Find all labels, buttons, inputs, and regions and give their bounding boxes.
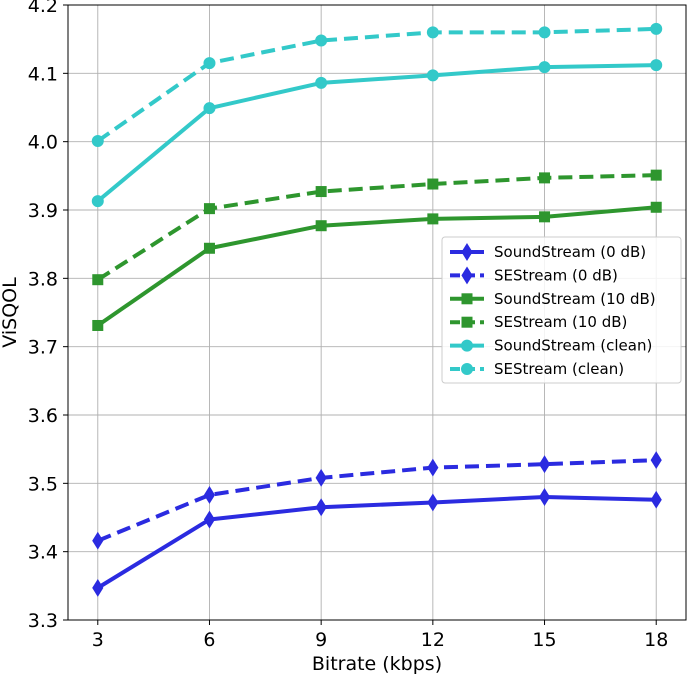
series-0 [92, 488, 662, 597]
legend-item: SEStream (clean) [450, 360, 624, 378]
series-5 [91, 22, 663, 147]
axis-ticks: 3 6 9 12 15 18 3.3 3.4 3.5 3.6 3.7 3.8 3.9 4.0 4.1 4.2 [28, 0, 669, 651]
legend-item: SEStream (10 dB) [450, 313, 627, 331]
series-group [91, 22, 663, 597]
series-line [97, 458, 657, 543]
data-point [203, 510, 216, 529]
y-tick-label: 3.9 [28, 200, 58, 222]
y-tick-label: 4.0 [28, 132, 58, 154]
data-point [203, 102, 216, 115]
data-point [203, 242, 215, 254]
y-tick-label: 3.8 [28, 268, 58, 290]
data-point [539, 211, 551, 223]
legend-marker [461, 293, 473, 305]
x-tick-label: 9 [315, 629, 327, 651]
data-point [650, 201, 662, 213]
data-point [203, 57, 216, 70]
x-tick-label: 12 [421, 629, 445, 651]
legend-marker [461, 339, 473, 352]
data-point [427, 493, 439, 512]
legend-item: SoundStream (10 dB) [450, 290, 656, 308]
y-axis-label: ViSQOL [0, 277, 21, 348]
data-point [539, 172, 551, 184]
legend-box [441, 236, 682, 384]
data-point [91, 134, 104, 147]
plot-frame [67, 4, 687, 621]
legend-marker [461, 266, 473, 285]
data-point [315, 34, 328, 47]
legend-label: SoundStream (0 dB) [494, 243, 646, 261]
series-1 [92, 451, 662, 550]
legend-label: SoundStream (10 dB) [494, 290, 656, 308]
legend: SoundStream (0 dB) SEStream (0 dB) SoundSt… [441, 236, 682, 384]
data-point [650, 169, 662, 181]
y-tick-label: 3.4 [28, 542, 58, 564]
data-point [650, 490, 662, 509]
legend-item: SoundStream (0 dB) [450, 243, 646, 261]
y-tick-label: 3.3 [28, 610, 58, 632]
legend-item: SoundStream (clean) [450, 337, 652, 355]
series-line [96, 63, 657, 203]
legend-marker [461, 243, 473, 261]
series-line [96, 205, 657, 328]
data-point [427, 213, 439, 225]
data-point [426, 69, 439, 82]
series-2 [92, 201, 662, 331]
data-point [315, 76, 328, 89]
y-tick-label: 3.5 [28, 473, 58, 495]
y-tick-label: 3.7 [28, 337, 58, 359]
data-point [315, 468, 327, 487]
series-4 [91, 59, 663, 208]
x-tick-label: 3 [92, 629, 104, 651]
data-point [315, 220, 327, 232]
data-point [427, 178, 439, 190]
data-point [92, 319, 104, 331]
x-tick-label: 6 [203, 629, 215, 651]
data-point [315, 186, 327, 198]
data-point [650, 451, 662, 470]
legend-label: SEStream (0 dB) [494, 266, 618, 284]
series-3 [92, 169, 662, 286]
data-point [203, 203, 215, 215]
legend-label: SEStream (10 dB) [494, 313, 627, 331]
x-tick-label: 15 [532, 629, 556, 651]
data-point [92, 531, 104, 550]
data-point [203, 486, 216, 504]
data-point [427, 458, 439, 477]
data-point [538, 26, 551, 39]
data-point [91, 195, 104, 208]
data-point [538, 61, 551, 74]
data-point [650, 22, 663, 35]
legend-marker [461, 363, 473, 375]
x-axis-label: Bitrate (kbps) [312, 653, 442, 674]
series-line [96, 26, 657, 143]
legend-item: SEStream (0 dB) [450, 266, 618, 284]
data-point [315, 498, 327, 517]
y-tick-label: 4.2 [28, 0, 58, 17]
data-point [538, 455, 551, 474]
data-point [92, 274, 104, 286]
data-point [92, 578, 104, 597]
legend-label: SEStream (clean) [494, 360, 624, 378]
data-point [538, 488, 551, 506]
series-line [96, 173, 657, 282]
legend-label: SoundStream (clean) [494, 337, 652, 355]
x-tick-label: 18 [644, 629, 668, 651]
legend-marker [461, 316, 473, 328]
y-tick-label: 4.1 [28, 63, 58, 85]
data-point [426, 26, 439, 39]
y-tick-label: 3.6 [28, 405, 58, 427]
series-line [96, 495, 657, 590]
data-point [650, 59, 663, 72]
